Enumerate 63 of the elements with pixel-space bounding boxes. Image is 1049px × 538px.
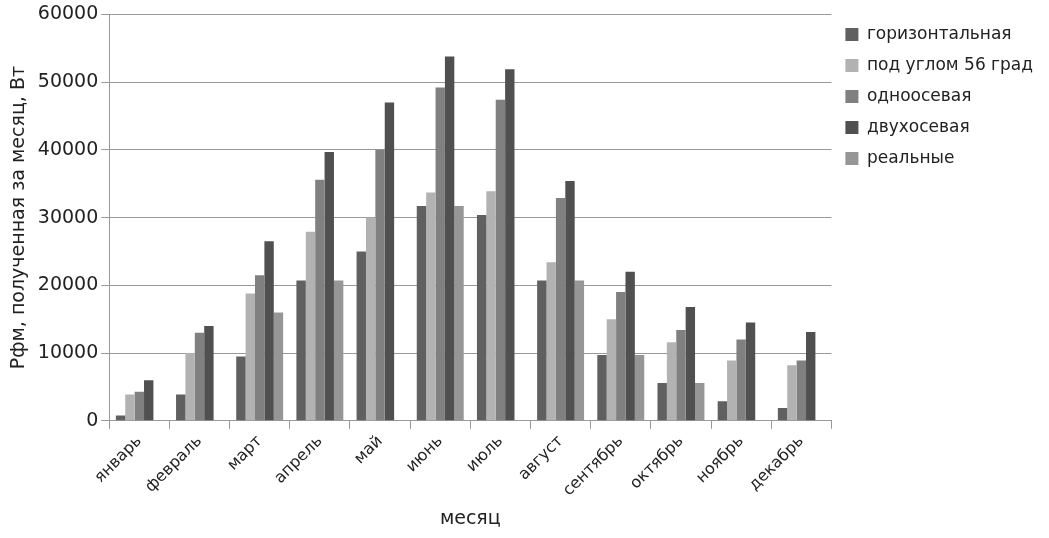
bar [676,330,686,421]
y-tick-label: 20000 [37,272,99,295]
bar [144,380,154,421]
bar [546,262,556,421]
bar [204,325,214,421]
bar [185,353,195,421]
bar [115,415,126,421]
bar [606,319,617,421]
bar [695,382,705,421]
y-tick-label: 40000 [37,136,99,159]
bar [356,251,366,421]
bar [787,365,797,421]
x-axis-title: месяц [439,505,501,528]
bar [537,280,547,421]
bar [176,394,186,421]
bar [435,87,445,421]
bar [245,293,255,421]
bar [305,231,316,421]
y-tick-label: 0 [86,407,99,430]
bar [597,355,607,421]
bar [745,322,756,421]
bar [555,197,566,421]
y-tick-label: 60000 [37,1,99,24]
bar [296,280,306,421]
bar [685,307,696,421]
legend-label: реальные [866,146,955,167]
bar [236,356,246,421]
bar [796,360,807,421]
bar [444,56,455,421]
bar [134,391,145,421]
bar [324,151,334,421]
bar [194,332,205,421]
y-tick-label: 30000 [37,204,99,227]
y-tick-label: 10000 [37,340,99,363]
bar [505,69,515,421]
y-axis-title: Рфм, полученная за месяц, Вт [6,65,29,370]
bar [777,407,788,421]
bar [255,275,265,421]
bar [365,217,376,421]
bar [416,206,427,421]
bar [666,342,677,421]
bar [495,99,506,421]
bar [315,179,325,421]
bar [625,271,635,421]
bar [125,394,135,421]
bar [616,292,626,421]
bar [426,192,436,421]
legend-label: одноосевая [866,84,972,105]
bar [736,339,746,421]
bar [727,360,737,421]
bar [657,382,667,421]
bar [486,191,496,421]
legend-label: двухосевая [866,115,970,136]
bar [264,241,274,421]
legend-label: под углом 56 град [866,53,1033,74]
bar [717,401,728,421]
legend-label: горизонтальная [866,22,1012,43]
bar [806,332,816,421]
bar [476,214,487,421]
y-tick-label: 50000 [37,69,99,92]
bar [565,181,575,421]
bar [375,149,385,421]
bar [384,102,395,421]
